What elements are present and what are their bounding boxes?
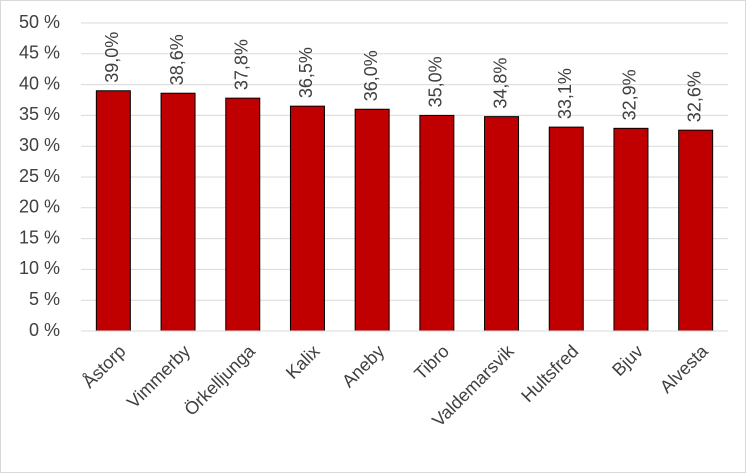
value-label: 39,0% (102, 32, 122, 83)
bar (484, 116, 520, 332)
y-tick-label: 35 % (19, 104, 60, 124)
value-label: 36,5% (296, 47, 316, 98)
y-tick-label: 0 % (29, 320, 60, 340)
y-tick-label: 5 % (29, 289, 60, 309)
y-tick-label: 40 % (19, 73, 60, 93)
y-tick-label: 10 % (19, 258, 60, 278)
y-tick-label: 30 % (19, 135, 60, 155)
value-label: 37,8% (232, 39, 252, 90)
y-tick-label: 45 % (19, 43, 60, 63)
value-label: 38,6% (167, 34, 187, 85)
y-tick-label: 20 % (19, 197, 60, 217)
bar (225, 97, 261, 332)
bar (548, 126, 584, 332)
value-label: 33,1% (555, 68, 575, 119)
value-label: 35,0% (426, 56, 446, 107)
bar (678, 129, 714, 332)
y-tick-label: 25 % (19, 166, 60, 186)
bar (160, 92, 196, 332)
bar (95, 90, 131, 332)
bar (613, 127, 649, 332)
value-label: 34,8% (490, 58, 510, 109)
value-label: 32,9% (620, 69, 640, 120)
y-tick-label: 15 % (19, 227, 60, 247)
y-tick-label: 50 % (19, 12, 60, 32)
value-label: 36,0% (361, 50, 381, 101)
value-label: 32,6% (684, 71, 704, 122)
bar (354, 108, 390, 332)
bar (419, 114, 455, 332)
bar (289, 105, 325, 332)
